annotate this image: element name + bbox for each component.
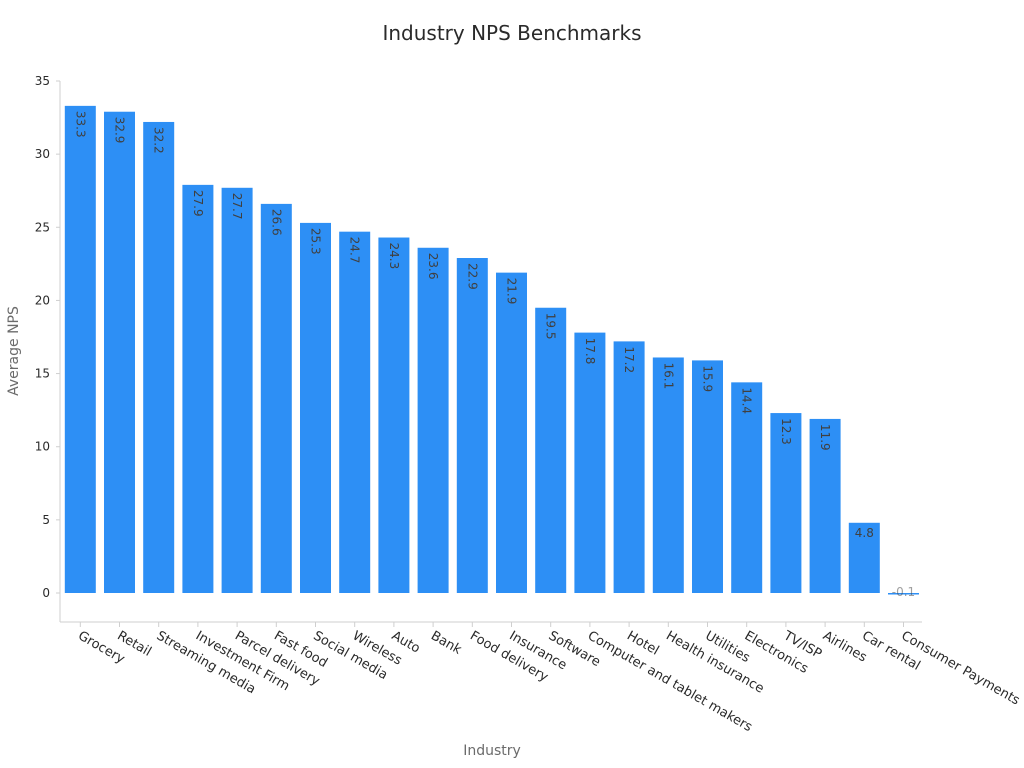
bar <box>652 357 684 593</box>
bar-value-label: 15.9 <box>701 365 715 392</box>
bar-value-label: 16.1 <box>661 362 675 389</box>
y-axis-ticks: 0 5 10 15 20 25 30 35 <box>35 74 60 600</box>
bar-value-label: -0.1 <box>892 585 915 599</box>
x-tick-label: Airlines <box>820 628 869 665</box>
bar <box>731 382 763 593</box>
bar <box>535 307 567 593</box>
bars-group: 33.3 32.9 32.2 27.9 27.7 26.6 25.3 24.7 24.3 23.6… <box>64 105 919 599</box>
bar <box>809 418 841 593</box>
bar <box>496 272 527 593</box>
bar-value-label: 11.9 <box>818 424 832 451</box>
bar <box>692 360 723 593</box>
bar-value-label: 17.8 <box>583 338 597 365</box>
bar <box>574 332 606 593</box>
bar-value-label: 21.9 <box>505 278 519 305</box>
bar-value-label: 4.8 <box>855 526 874 540</box>
bar-value-label: 12.3 <box>779 418 793 445</box>
bar-value-label: 17.2 <box>622 346 636 373</box>
bar <box>339 231 371 593</box>
x-tick-label: Bank <box>428 628 464 658</box>
y-tick-label: 35 <box>35 74 50 88</box>
y-tick-label: 10 <box>35 440 50 454</box>
y-tick-label: 25 <box>35 220 50 234</box>
bar-value-label: 25.3 <box>309 228 323 255</box>
y-tick-label: 20 <box>35 293 50 307</box>
bar <box>888 593 919 595</box>
bar-value-label: 19.5 <box>544 313 558 340</box>
bar-value-label: 14.4 <box>740 387 754 414</box>
bar <box>182 184 214 593</box>
x-axis-label: Industry <box>463 743 521 759</box>
y-tick-label: 30 <box>35 147 50 161</box>
bar-value-label: 26.6 <box>269 209 283 236</box>
bar-value-label: 33.3 <box>73 111 87 138</box>
bar-value-label: 23.6 <box>426 253 440 280</box>
bar <box>260 203 292 593</box>
bar-value-label: 32.2 <box>152 127 166 154</box>
bar <box>64 105 96 594</box>
bar-value-label: 27.7 <box>230 193 244 220</box>
y-tick-label: 5 <box>42 513 50 527</box>
y-axis-label: Average NPS <box>6 306 22 396</box>
y-tick-label: 15 <box>35 367 50 381</box>
bar <box>613 341 645 593</box>
bar <box>848 522 880 593</box>
bar-value-label: 24.3 <box>387 243 401 270</box>
bar <box>456 258 488 593</box>
bar <box>143 121 175 594</box>
bar-value-label: 24.7 <box>348 237 362 264</box>
bar <box>417 247 449 593</box>
chart-title: Industry NPS Benchmarks <box>382 21 641 45</box>
bar <box>300 222 331 593</box>
bar <box>104 111 135 593</box>
bar <box>221 187 253 593</box>
bar <box>770 413 802 593</box>
bar-value-label: 27.9 <box>191 190 205 217</box>
y-tick-label: 0 <box>42 586 50 600</box>
bar-value-label: 32.9 <box>113 117 127 144</box>
bar <box>378 237 410 594</box>
bar-value-label: 22.9 <box>465 263 479 290</box>
